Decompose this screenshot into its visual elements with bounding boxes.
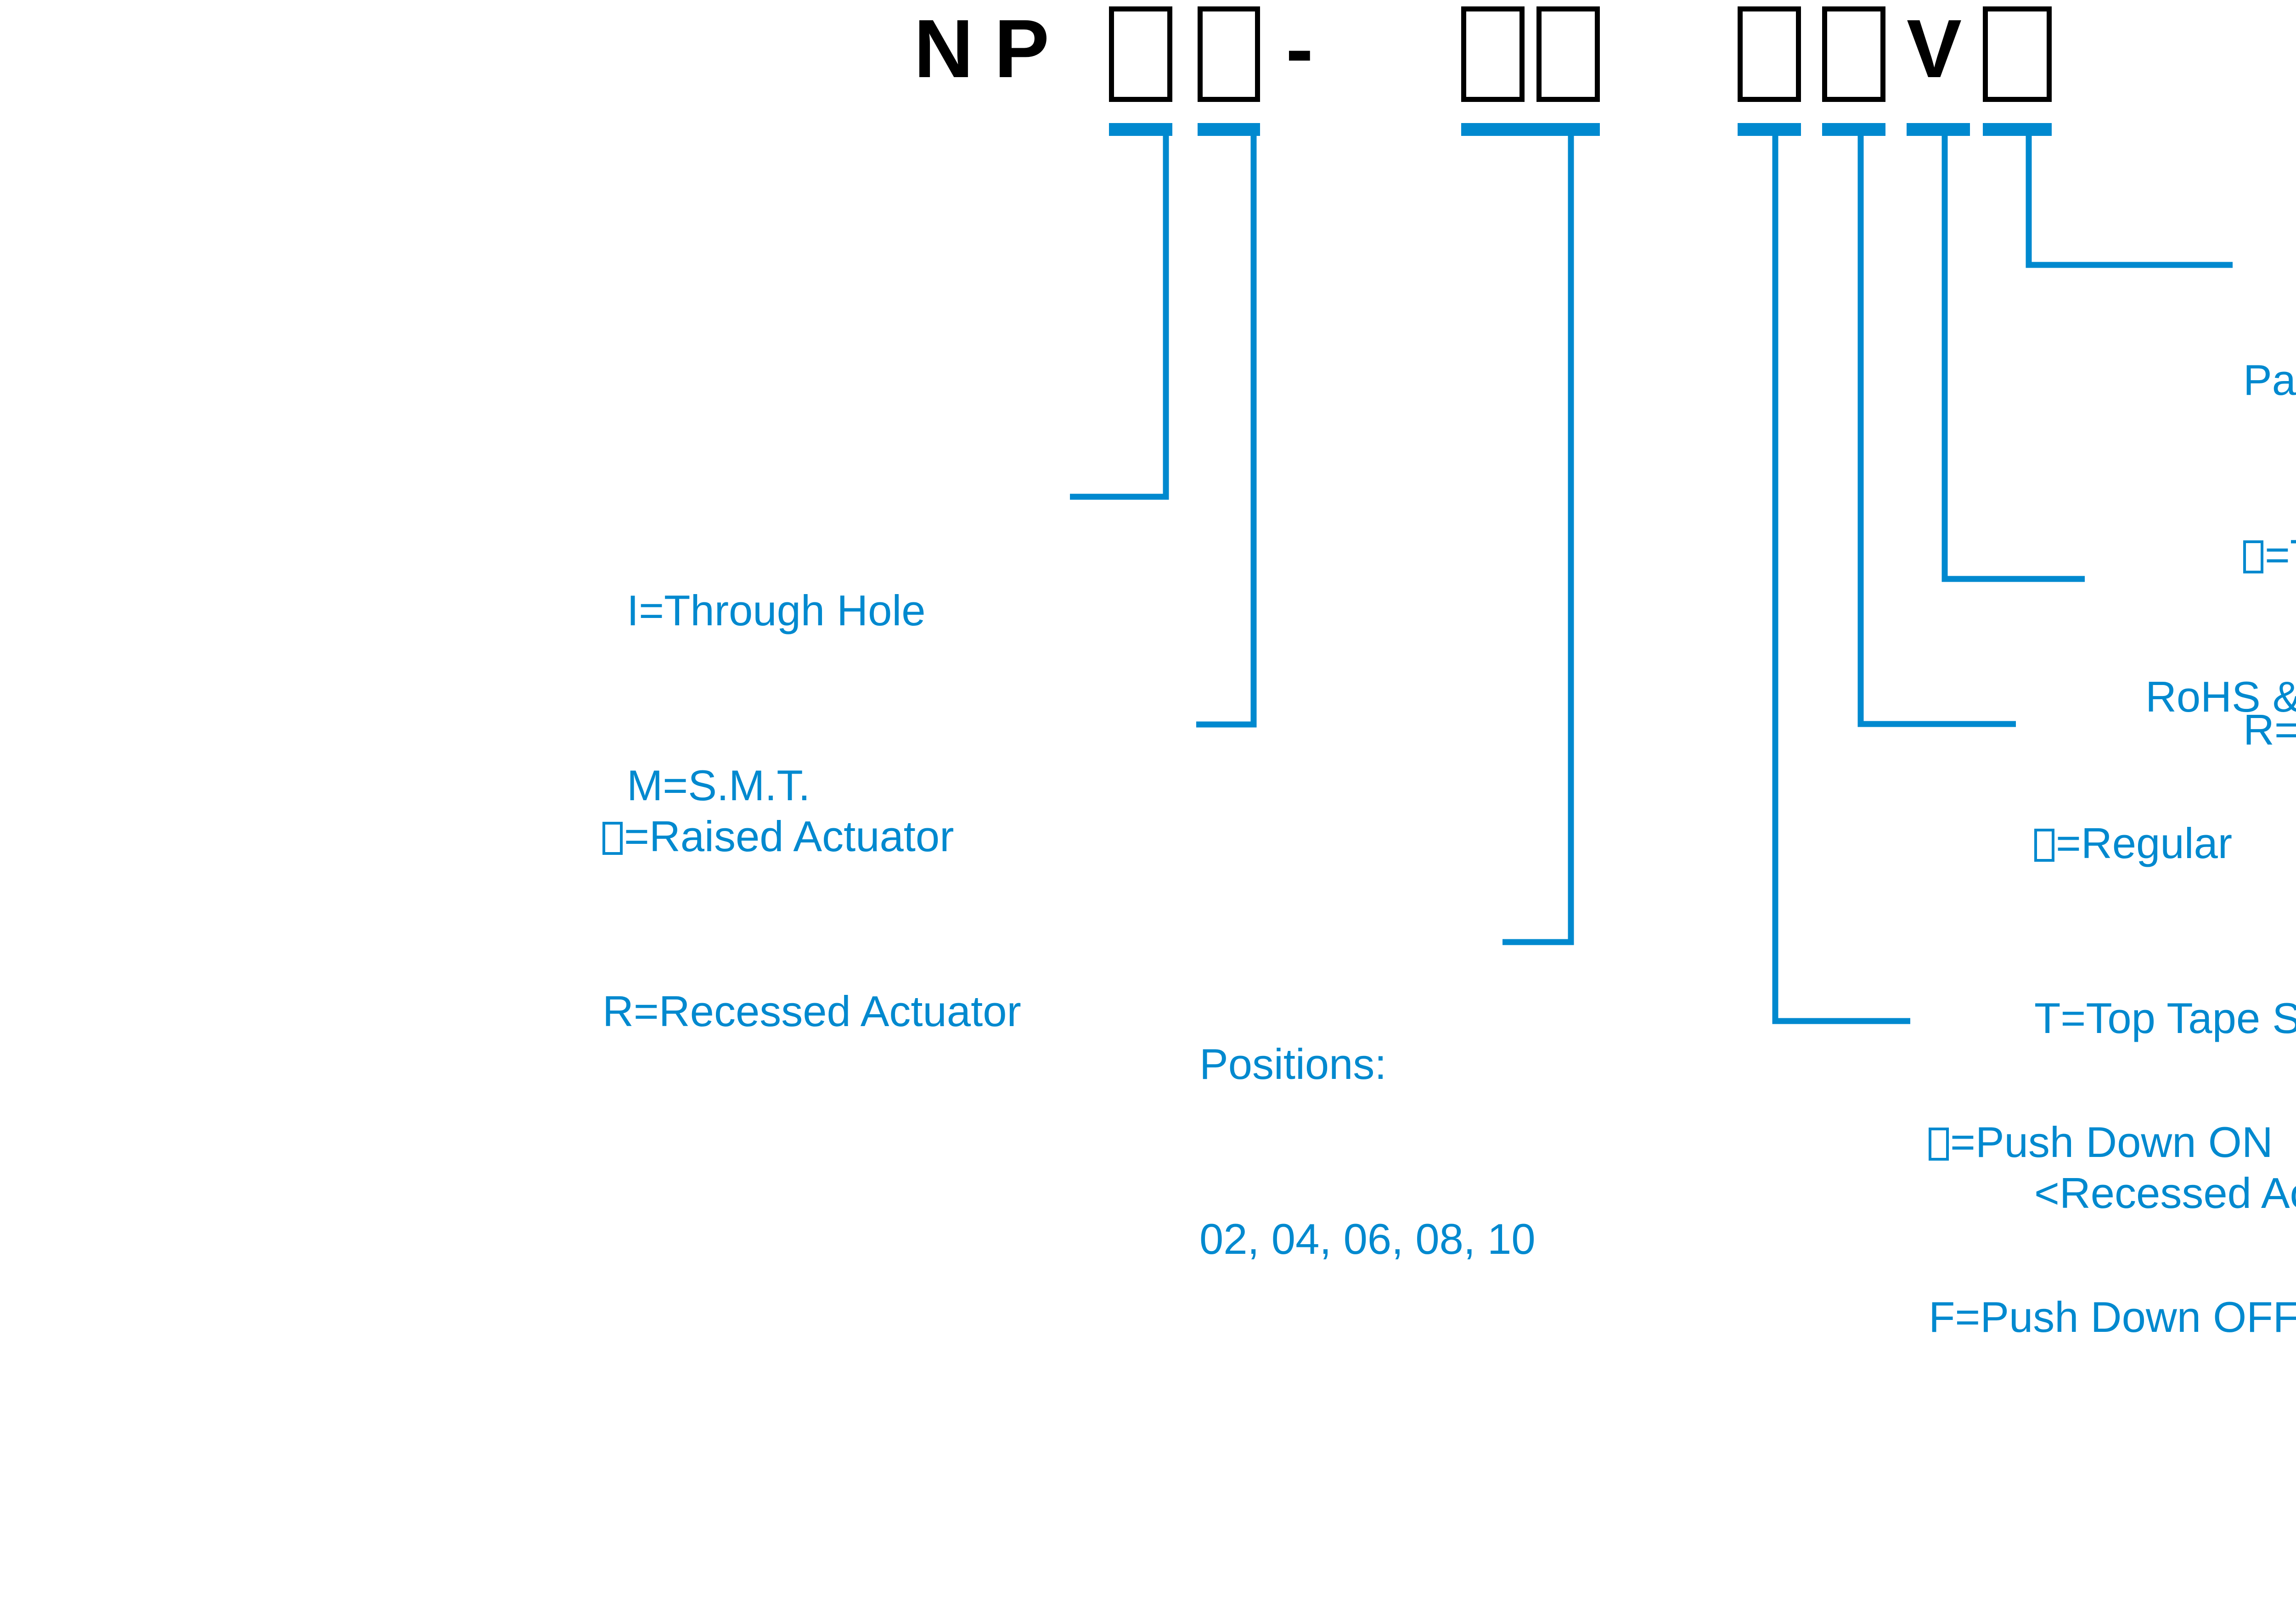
pn-letter-v: V: [1907, 3, 1962, 95]
callout-positions: Positions: 02, 04, 06, 08, 10: [1199, 918, 1536, 1385]
callout-package-line-2-text: =Tube: [2265, 531, 2296, 579]
leader-line-package: [2026, 136, 2233, 268]
leader-line-actuator: [1196, 136, 1257, 728]
callout-pushdown-line-2: F=Push Down OFF: [1929, 1293, 2296, 1341]
pn-box-seal: [1822, 6, 1885, 102]
callout-actuator-line-2: R=Recessed Actuator: [602, 987, 1021, 1035]
leader-line-mounting: [1070, 136, 1169, 500]
callout-seal-type: =Regular T=Top Tape Sealed <Recessed Act…: [2034, 697, 2296, 1339]
pn-box-positions-tens: [1461, 6, 1525, 102]
pn-dash-separator: -: [1286, 3, 1313, 95]
callout-mounting-line-2: M=S.M.T.: [627, 761, 810, 809]
callout-pushdown-line-1-text: =Push Down ON: [1950, 1118, 2273, 1166]
callout-package-line-1: Package:: [2243, 356, 2296, 404]
leader-bar-mounting: [1109, 123, 1172, 136]
callout-seal-line-3: <Recessed Actuator Only>: [2034, 1169, 2296, 1217]
leader-line-rohs: [1941, 136, 2085, 582]
callout-package: Package: =Tube R=Tape & Reel <S.M.T Only…: [2243, 234, 2296, 876]
pn-box-package: [1983, 6, 2052, 102]
callout-rohs-line-1: RoHS & Lead Free Solderable: [2145, 673, 2296, 721]
pn-box-actuator: [1198, 6, 1260, 102]
callout-package-line-3: R=Tape & Reel <S.M.T Only>: [2243, 706, 2296, 754]
callout-seal-line-2: T=Top Tape Sealed: [2034, 994, 2296, 1042]
leader-bar-package: [1983, 123, 2052, 136]
leader-bars: [1109, 123, 2052, 136]
pn-box-positions-ones: [1536, 6, 1600, 102]
callout-positions-line-1: Positions:: [1199, 1040, 1387, 1088]
callout-mounting-type: I=Through Hole M=S.M.T.: [627, 465, 926, 931]
part-number-code-row: N P - V: [0, 0, 2296, 119]
leader-bar-rohs: [1907, 123, 1970, 136]
pn-letter-n: N: [914, 3, 974, 95]
callout-seal-line-1: =Regular: [2034, 814, 2296, 872]
empty-box-glyph: [2243, 540, 2263, 573]
empty-box-glyph: [1929, 1128, 1949, 1161]
leader-line-positions: [1503, 136, 1574, 945]
callout-seal-line-1-text: =Regular: [2056, 819, 2233, 867]
empty-box-glyph: [2034, 829, 2054, 862]
leader-bar-positions: [1461, 123, 1600, 136]
leader-bar-seal: [1822, 123, 1885, 136]
callout-package-line-2: =Tube: [2243, 526, 2296, 584]
callout-actuator-line-1-text: =Raised Actuator: [624, 812, 954, 860]
empty-box-glyph: [602, 822, 623, 855]
callout-mounting-line-1: I=Through Hole: [627, 586, 926, 634]
callout-actuator-line-1: =Raised Actuator: [602, 807, 1021, 865]
leader-line-seal: [1857, 136, 2016, 727]
callout-positions-line-2: 02, 04, 06, 08, 10: [1199, 1215, 1536, 1263]
pn-letter-p: P: [994, 3, 1049, 95]
callout-pushdown-line-1: =Push Down ON: [1929, 1113, 2296, 1171]
leader-bar-actuator: [1198, 123, 1260, 136]
leader-line-pushdown: [1772, 136, 1910, 1024]
callout-push-down: =Push Down ON F=Push Down OFF: [1929, 996, 2296, 1463]
leader-bar-pushdown: [1738, 123, 1801, 136]
pn-box-mounting: [1109, 6, 1172, 102]
pn-box-pushdown: [1738, 6, 1801, 102]
callout-rohs: RoHS & Lead Free Solderable: [2145, 551, 2296, 842]
callout-actuator-type: =Raised Actuator R=Recessed Actuator: [602, 690, 1021, 1157]
